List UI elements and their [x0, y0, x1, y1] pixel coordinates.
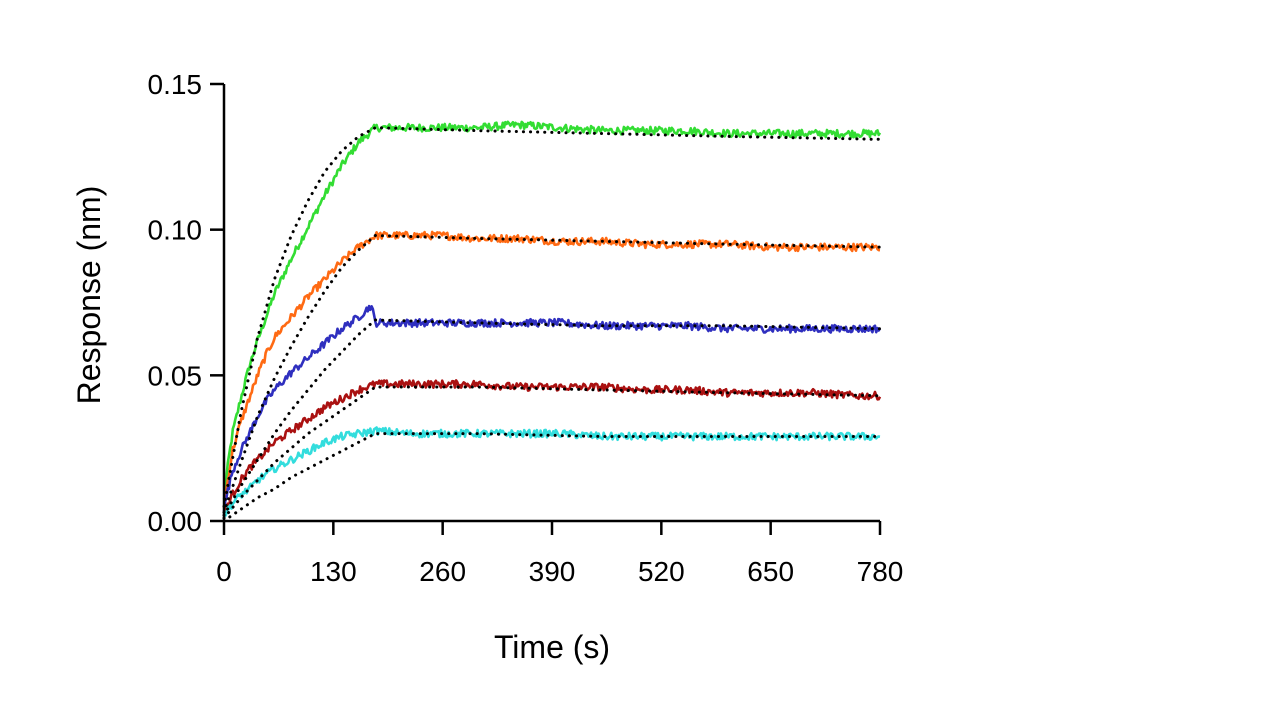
y-tick-label-1: 0.05	[148, 360, 203, 391]
x-axis-title: Time (s)	[494, 629, 610, 665]
y-tick-label-3: 0.15	[148, 69, 203, 100]
x-tick-label-5: 650	[747, 556, 794, 587]
series-line-5	[223, 426, 881, 518]
fit-curve-3	[222, 318, 882, 517]
x-tick-label-4: 520	[638, 556, 685, 587]
series-layer	[222, 120, 882, 518]
series-line-3	[222, 304, 882, 512]
ticks-layer: 0 130 260 390 520 650 780 0.00 0.05 0.10 0.15	[148, 69, 904, 587]
x-tick-label-2: 260	[419, 556, 466, 587]
y-tick-label-0: 0.00	[148, 506, 203, 537]
series-line-1	[222, 120, 882, 500]
x-tick-label-3: 390	[529, 556, 576, 587]
y-axis-title: Response (nm)	[71, 186, 107, 405]
x-tick-label-0: 0	[216, 556, 232, 587]
fit-curve-5	[222, 432, 882, 523]
axes-layer	[222, 84, 880, 523]
fit-layer	[222, 126, 882, 523]
x-tick-label-1: 130	[310, 556, 357, 587]
series-line-4	[222, 379, 882, 514]
series-line-2	[222, 230, 881, 509]
fit-curve-1	[222, 126, 882, 508]
y-tick-label-2: 0.10	[148, 215, 203, 246]
fit-curve-2	[222, 234, 882, 514]
x-tick-label-6: 780	[857, 556, 904, 587]
fit-curve-4	[222, 385, 882, 520]
